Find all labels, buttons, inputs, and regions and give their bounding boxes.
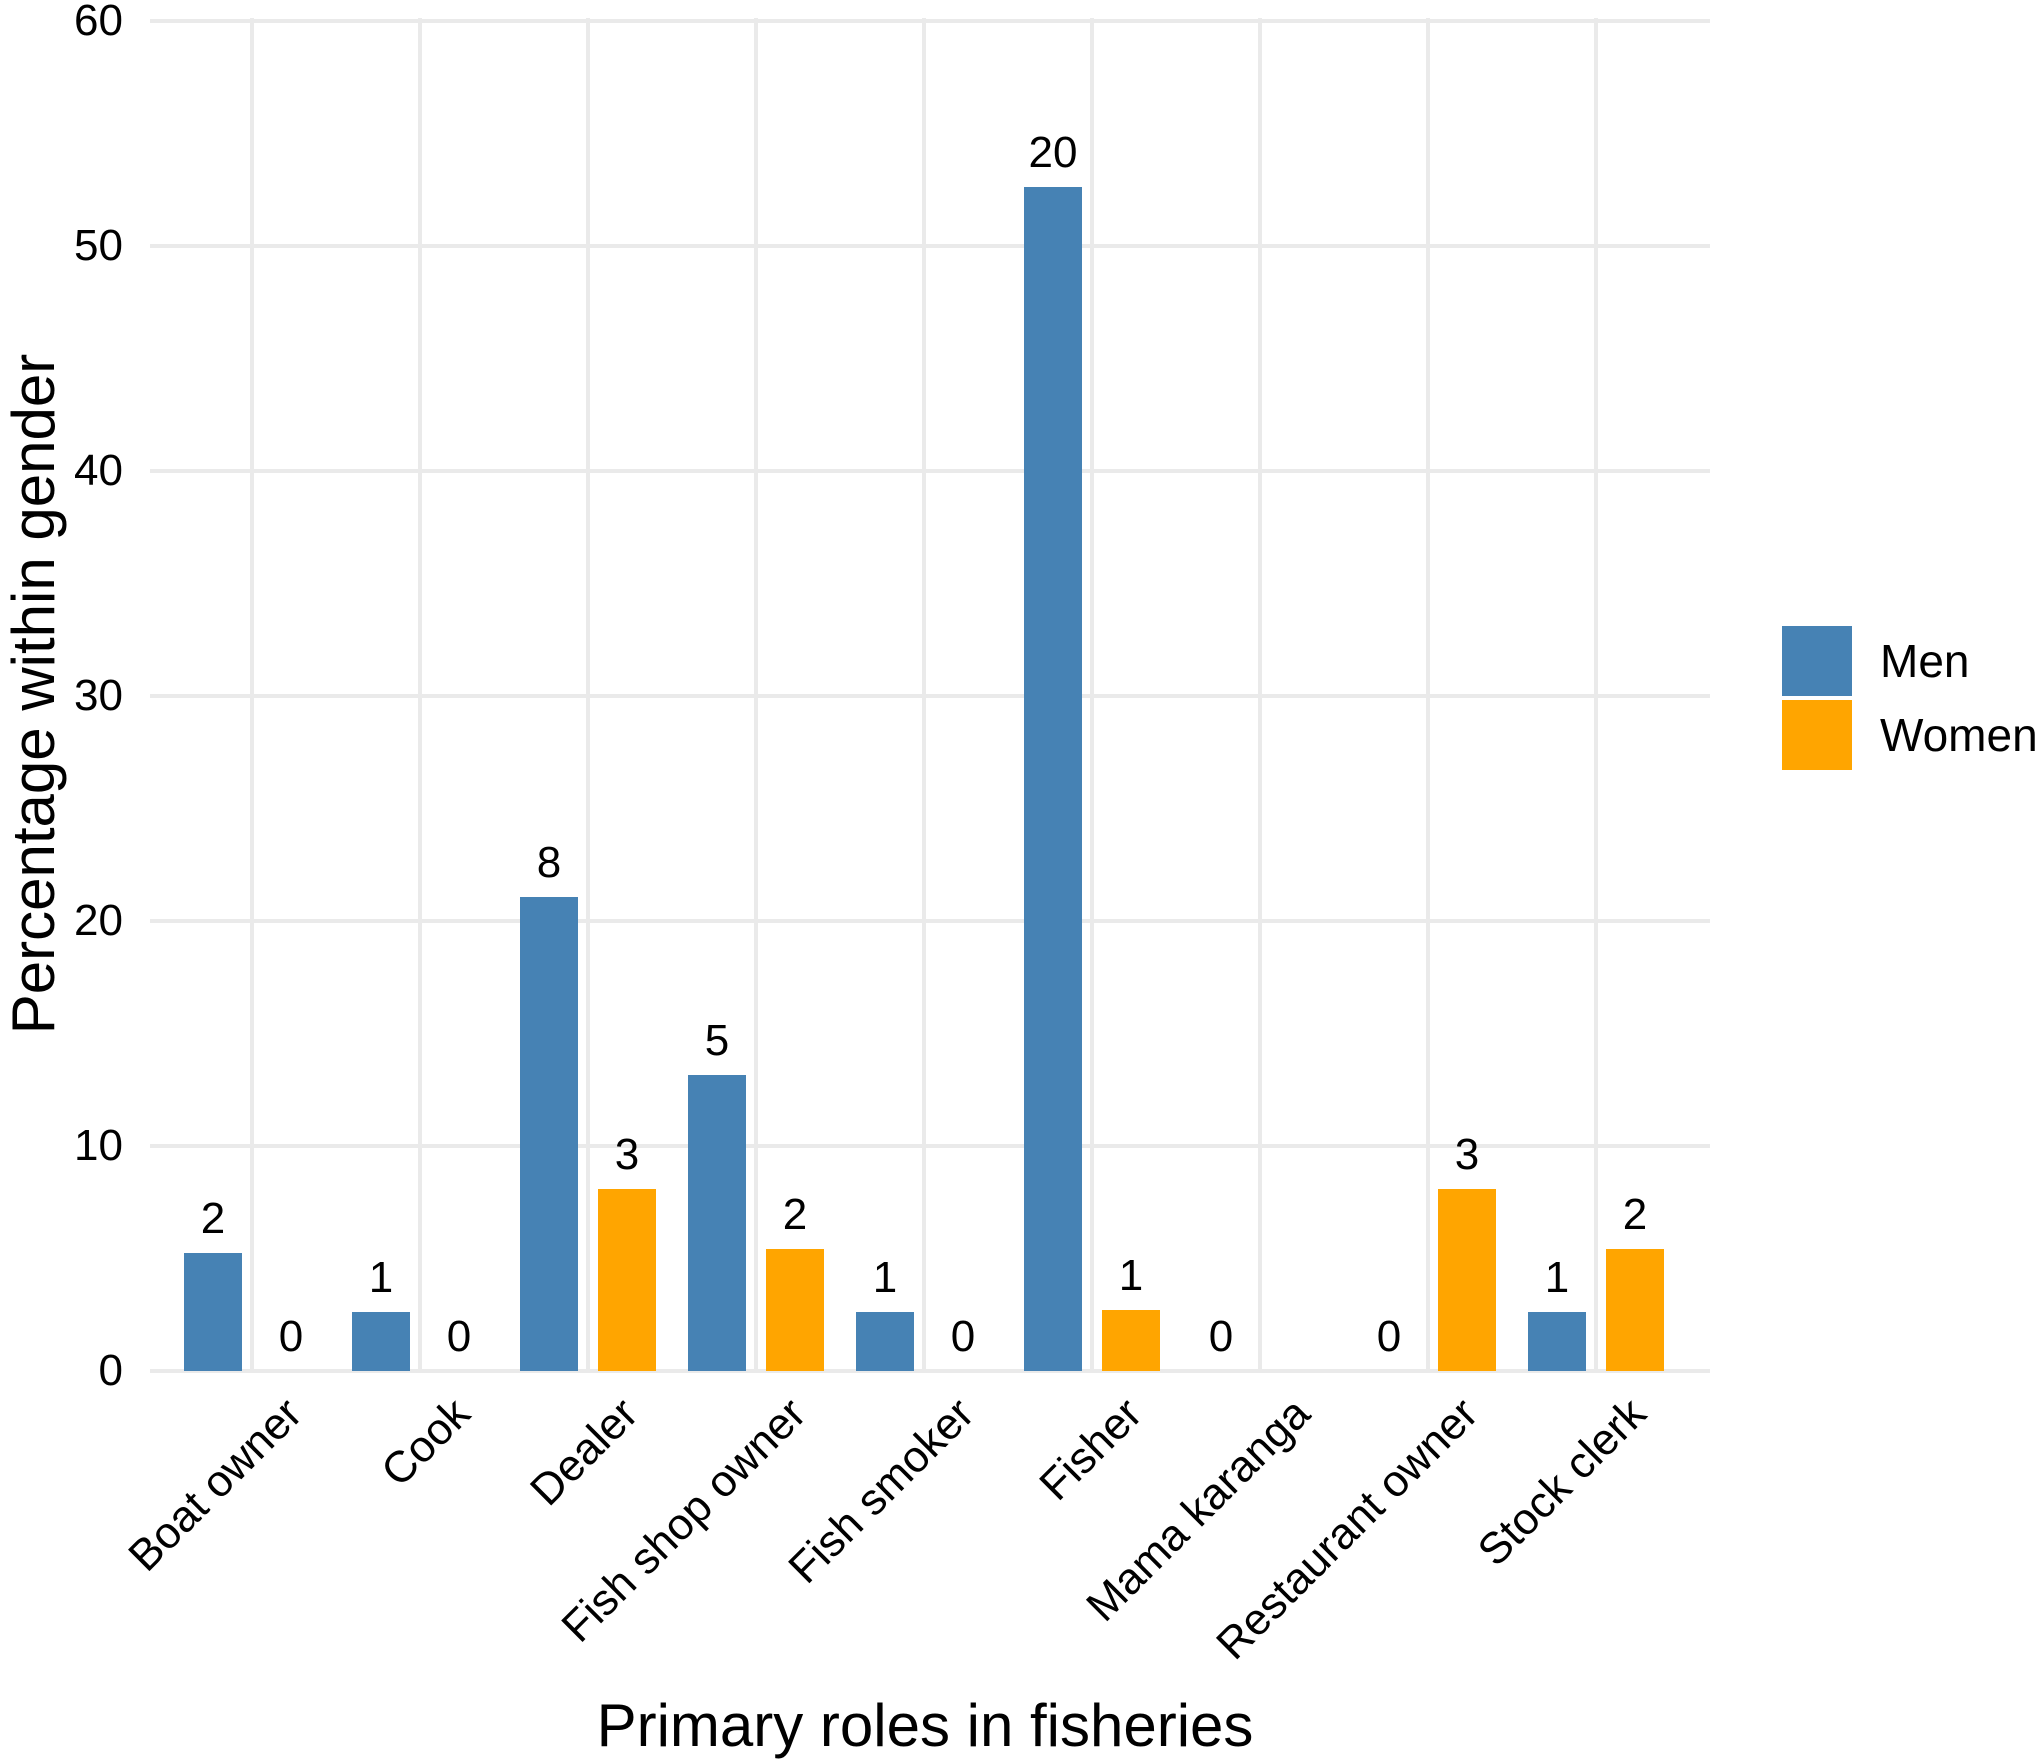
bar-count-label-men-9: 1 (1544, 1253, 1570, 1302)
gridline-vertical-1 (250, 18, 254, 1371)
gridline-horizontal-30 (150, 694, 1710, 698)
x-axis-title: Primary roles in fisheries (596, 1692, 1254, 1759)
bar-count-label-men-5: 1 (872, 1253, 898, 1302)
bar-men-6 (1024, 187, 1082, 1371)
bar-women-3 (598, 1189, 656, 1371)
bar-count-label-men-1: 2 (200, 1194, 226, 1243)
y-tick-label-30: 30 (74, 671, 123, 720)
bar-count-label-women-9: 2 (1622, 1190, 1648, 1239)
bar-count-label-women-6: 1 (1118, 1251, 1144, 1300)
gridline-vertical-8 (1426, 18, 1430, 1371)
bar-count-label-women-8: 3 (1454, 1130, 1480, 1179)
y-tick-label-20: 20 (74, 896, 123, 945)
bar-men-1 (184, 1253, 242, 1371)
gridline-horizontal-0 (150, 1369, 1710, 1373)
bar-count-label-men-2: 1 (368, 1253, 394, 1302)
gridline-vertical-3 (586, 18, 590, 1371)
bar-count-label-men-7: 0 (1208, 1312, 1234, 1361)
gridline-horizontal-10 (150, 1144, 1710, 1148)
y-tick-label-10: 10 (74, 1121, 123, 1170)
bar-count-label-women-5: 0 (950, 1312, 976, 1361)
gridline-horizontal-40 (150, 469, 1710, 473)
y-tick-label-40: 40 (74, 446, 123, 495)
bar-count-label-men-3: 8 (536, 838, 562, 887)
bar-count-label-men-4: 5 (704, 1016, 730, 1065)
legend-swatch-women (1782, 700, 1852, 770)
gridline-vertical-2 (418, 18, 422, 1371)
legend-item-women: Women (1782, 700, 2038, 770)
bar-men-3 (520, 897, 578, 1371)
gridline-vertical-6 (1090, 18, 1094, 1371)
gridline-horizontal-50 (150, 244, 1710, 248)
bar-count-label-men-8: 0 (1376, 1312, 1402, 1361)
bar-count-label-women-4: 2 (782, 1190, 808, 1239)
bar-women-9 (1606, 1249, 1664, 1371)
bar-women-8 (1438, 1189, 1496, 1371)
bar-men-2 (352, 1312, 410, 1371)
legend-item-men: Men (1782, 626, 2038, 696)
bar-count-label-women-2: 0 (446, 1312, 472, 1361)
bar-count-label-women-1: 0 (278, 1312, 304, 1361)
legend-label-women: Women (1880, 709, 2038, 761)
y-tick-label-50: 50 (74, 221, 123, 270)
bar-men-4 (688, 1075, 746, 1371)
legend: Men Women (1782, 626, 2038, 774)
bar-women-4 (766, 1249, 824, 1371)
y-tick-label-0: 0 (98, 1346, 123, 1395)
bar-count-label-men-6: 20 (1028, 128, 1078, 177)
gridline-vertical-7 (1258, 18, 1262, 1371)
gridline-vertical-4 (754, 18, 758, 1371)
gridline-vertical-9 (1594, 18, 1598, 1371)
y-tick-label-60: 60 (74, 0, 123, 45)
gridline-horizontal-60 (150, 19, 1710, 23)
bar-women-6 (1102, 1310, 1160, 1371)
bar-count-label-women-3: 3 (614, 1130, 640, 1179)
gridline-vertical-5 (922, 18, 926, 1371)
bar-men-9 (1528, 1312, 1586, 1371)
gridline-horizontal-20 (150, 919, 1710, 923)
legend-label-men: Men (1880, 635, 1970, 687)
bar-men-5 (856, 1312, 914, 1371)
legend-swatch-men (1782, 626, 1852, 696)
